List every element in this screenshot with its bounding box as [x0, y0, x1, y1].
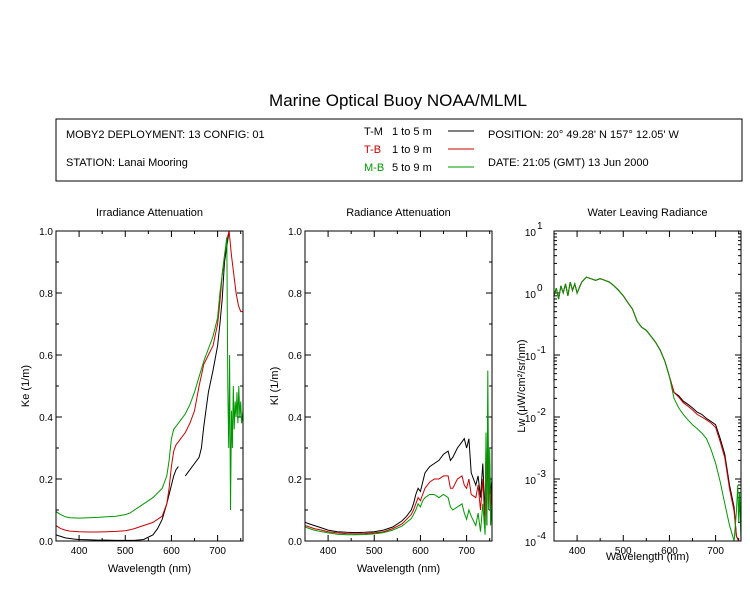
figure-title: Marine Optical Buoy NOAA/MLML — [269, 91, 527, 110]
y-tick-label-radiance: 0.6 — [288, 351, 302, 362]
x-tick-label-irradiance: 600 — [163, 546, 180, 557]
y-axis-label-irradiance: Ke (1/m) — [20, 365, 32, 407]
legend-range-mb: 5 to 9 m — [392, 162, 432, 174]
plot-frame-water-leaving — [553, 230, 742, 542]
x-axis-label-irradiance: Wavelength (nm) — [108, 563, 191, 575]
info-box: MOBY2 DEPLOYMENT: 13 CONFIG: 01 STATION:… — [55, 118, 743, 182]
y-tick-label-irradiance: 0.0 — [39, 537, 53, 548]
position-text: POSITION: 20° 49.28' N 157° 12.05' W — [488, 129, 680, 141]
panel-radiance: Radiance Attenuation 0.0 0.2 0.4 0.6 0.8 1.0 40… — [269, 207, 493, 575]
x-tick-label-radiance: 400 — [320, 546, 337, 557]
y-tick-label-radiance: 0.2 — [288, 475, 302, 486]
y-tick-label-irradiance: 0.8 — [39, 289, 53, 300]
y-tick-label-radiance: 1.0 — [288, 227, 302, 238]
legend-range-tm: 1 to 5 m — [392, 126, 432, 138]
series-line-tm-segment-irradiance — [184, 231, 230, 477]
series-line-tm-irradiance — [56, 466, 179, 541]
y-tick-exponent-water-leaving: 1 — [537, 221, 543, 232]
x-tick-label-irradiance: 400 — [71, 546, 88, 557]
y-axis-label-radiance: Kl (1/m) — [269, 367, 281, 406]
y-tick-exponent-water-leaving: -3 — [537, 469, 546, 480]
series-line-mb-water-leaving — [554, 276, 741, 541]
plot-frame-irradiance — [55, 230, 244, 542]
series-line-tb-irradiance — [56, 231, 243, 533]
legend-range-tb: 1 to 9 m — [392, 144, 432, 156]
y-tick-label-water-leaving: 10 — [525, 538, 537, 549]
x-tick-label-water-leaving: 400 — [569, 546, 586, 557]
y-tick-label-water-leaving: 10 — [525, 414, 537, 425]
y-tick-label-water-leaving: 10 — [525, 476, 537, 487]
x-tick-label-irradiance: 700 — [209, 546, 226, 557]
panel-irradiance: Irradiance Attenuation 0.0 0.2 0.4 0.6 0.8 1.0… — [20, 207, 244, 575]
x-axis-label-radiance: Wavelength (nm) — [357, 563, 440, 575]
y-tick-label-irradiance: 1.0 — [39, 227, 53, 238]
legend-key-mb: M-B — [364, 162, 384, 174]
legend: T-M 1 to 5 m T-B 1 to 9 m M-B 5 to 9 m — [364, 126, 474, 174]
series-group-irradiance — [56, 231, 243, 541]
y-tick-label-irradiance: 0.6 — [39, 351, 53, 362]
y-tick-label-water-leaving: 10 — [525, 290, 537, 301]
series-line-tb-water-leaving — [554, 276, 740, 541]
y-tick-exponent-water-leaving: -4 — [537, 531, 546, 542]
date-text: DATE: 21:05 (GMT) 13 Jun 2000 — [488, 157, 649, 169]
legend-key-tb: T-B — [364, 144, 381, 156]
deployment-text: MOBY2 DEPLOYMENT: 13 CONFIG: 01 — [66, 129, 265, 141]
y-tick-exponent-water-leaving: -2 — [537, 407, 546, 418]
info-box-frame — [55, 118, 743, 182]
x-tick-label-water-leaving: 700 — [707, 546, 724, 557]
plot-frame-radiance — [304, 230, 493, 542]
y-axis-label-water-leaving: Lw (μW/cm²/sr/nm) — [516, 339, 528, 432]
x-tick-label-water-leaving: 500 — [615, 546, 632, 557]
series-line-tm-water-leaving — [554, 276, 740, 541]
panel-title-irradiance: Irradiance Attenuation — [96, 207, 203, 219]
panel-title-radiance: Radiance Attenuation — [346, 207, 451, 219]
x-axis-label-water-leaving: Wavelength (nm) — [606, 551, 689, 563]
x-tick-label-radiance: 700 — [458, 546, 475, 557]
series-group-water-leaving — [554, 276, 741, 541]
y-tick-exponent-water-leaving: -1 — [537, 345, 546, 356]
y-tick-label-radiance: 0.4 — [288, 413, 302, 424]
y-tick-label-irradiance: 0.2 — [39, 475, 53, 486]
x-tick-label-water-leaving: 600 — [661, 546, 678, 557]
series-line-tb-radiance — [305, 432, 492, 535]
y-tick-label-water-leaving: 10 — [525, 352, 537, 363]
x-tick-label-irradiance: 500 — [117, 546, 134, 557]
chart-panels: Irradiance Attenuation 0.0 0.2 0.4 0.6 0.8 1.0… — [20, 207, 742, 575]
y-tick-label-radiance: 0.0 — [288, 537, 302, 548]
station-text: STATION: Lanai Mooring — [66, 157, 188, 169]
panel-water-leaving: Water Leaving Radiance10-410-310-210-110… — [516, 207, 742, 563]
series-line-mb-radiance — [305, 370, 492, 536]
y-tick-exponent-water-leaving: 0 — [537, 283, 543, 294]
legend-key-tm: T-M — [364, 126, 383, 138]
y-tick-label-water-leaving: 10 — [525, 228, 537, 239]
x-tick-label-radiance: 500 — [366, 546, 383, 557]
panel-title-water-leaving: Water Leaving Radiance — [587, 207, 707, 219]
series-group-radiance — [305, 370, 492, 536]
x-tick-label-radiance: 600 — [412, 546, 429, 557]
series-line-mb-irradiance — [56, 237, 243, 519]
y-tick-label-irradiance: 0.4 — [39, 413, 53, 424]
series-line-tm-radiance — [305, 416, 492, 534]
y-tick-label-radiance: 0.8 — [288, 289, 302, 300]
